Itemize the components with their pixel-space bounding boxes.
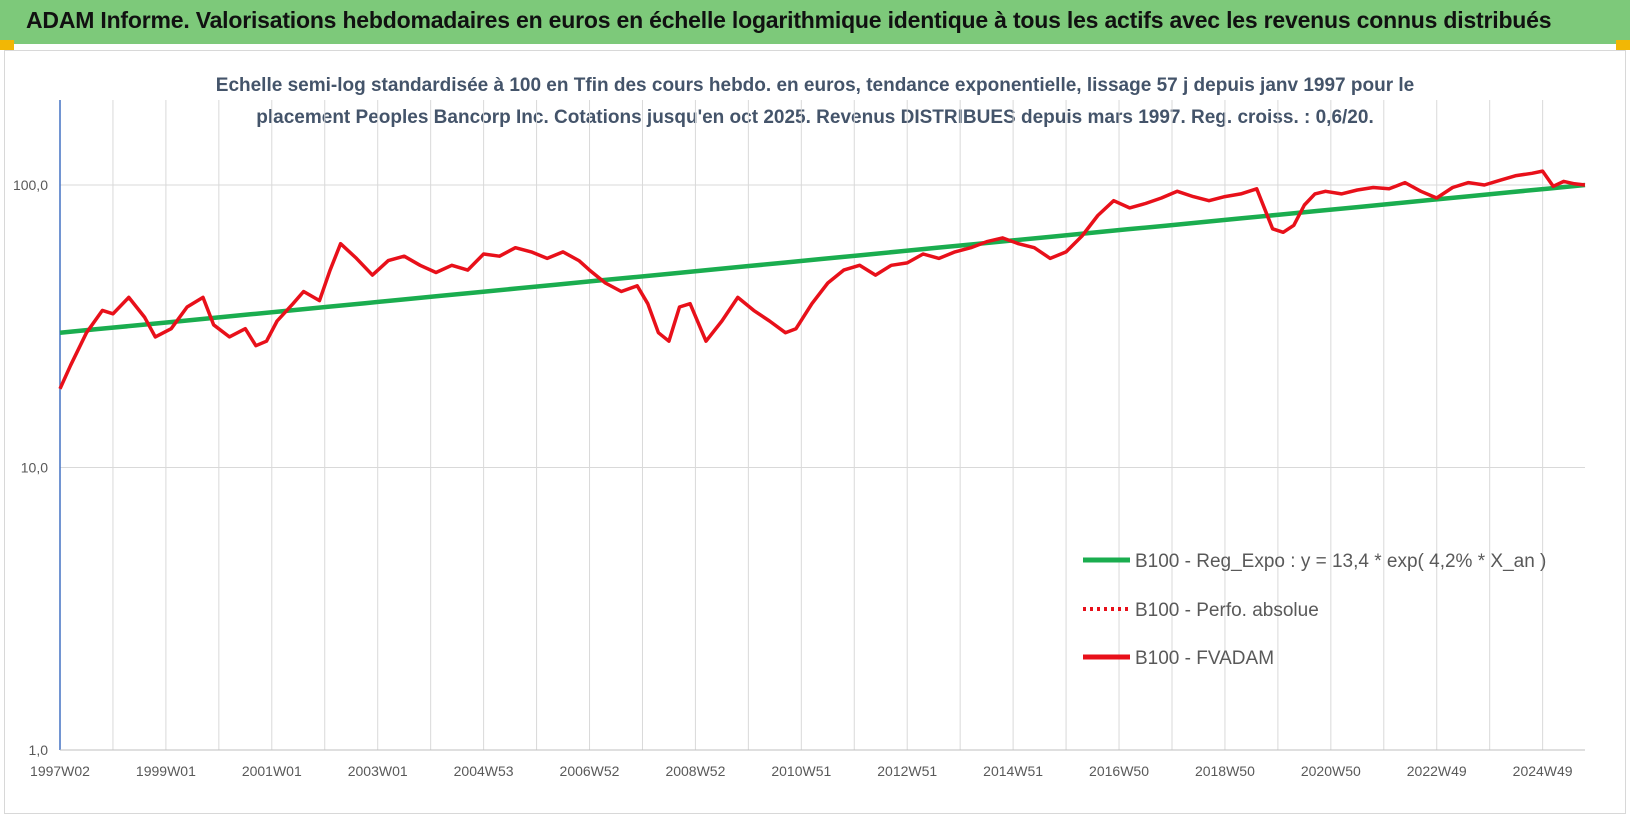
y-tick-label: 1,0 <box>29 742 49 758</box>
x-tick-label: 2004W53 <box>454 763 514 779</box>
grid-lines <box>59 100 1585 751</box>
y-tick-label: 100,0 <box>13 177 48 193</box>
series-line-trend <box>59 182 1586 335</box>
chart-subtitle-line2: placement Peoples Bancorp Inc. Cotations… <box>256 107 1374 128</box>
chart-subtitle: Echelle semi-log standardisée à 100 en T… <box>0 70 1630 134</box>
x-tick-label: 2022W49 <box>1407 763 1467 779</box>
x-tick-label: 2010W51 <box>771 763 831 779</box>
report-header: ADAM Informe. Valorisations hebdomadaire… <box>0 0 1630 47</box>
x-tick-label: 2001W01 <box>242 763 302 779</box>
series-group <box>58 169 1586 390</box>
x-tick-label: 2014W51 <box>983 763 1043 779</box>
x-tick-label: 2012W51 <box>877 763 937 779</box>
x-tick-label: 2018W50 <box>1195 763 1255 779</box>
legend-label-trend: B100 - Reg_Expo : y = 13,4 * exp( 4,2% *… <box>1135 551 1546 572</box>
chart-area <box>4 50 1626 814</box>
x-tick-label: 2006W52 <box>560 763 620 779</box>
x-tick-label: 2024W49 <box>1513 763 1573 779</box>
corner-marker-left <box>0 40 14 50</box>
legend: B100 - Reg_Expo : y = 13,4 * exp( 4,2% *… <box>1083 551 1546 669</box>
x-tick-label: 2020W50 <box>1301 763 1361 779</box>
x-tick-label: 2008W52 <box>665 763 725 779</box>
chart-subtitle-line1: Echelle semi-log standardisée à 100 en T… <box>215 75 1415 96</box>
y-tick-label: 10,0 <box>21 460 48 476</box>
axes <box>59 100 1585 751</box>
y-axis-labels: 1,0 10,0 100,0 <box>13 177 48 758</box>
legend-label-fvadam: B100 - FVADAM <box>1135 648 1274 669</box>
x-tick-label: 2016W50 <box>1089 763 1149 779</box>
corner-marker-right <box>1616 40 1630 50</box>
x-tick-label: 2003W01 <box>348 763 408 779</box>
series-line-fvadam <box>58 169 1586 390</box>
x-tick-label: 1999W01 <box>136 763 196 779</box>
report-title: ADAM Informe. Valorisations hebdomadaire… <box>26 7 1552 33</box>
x-tick-label: 1997W02 <box>30 763 90 779</box>
x-axis-labels: 1997W02 1999W01 2001W01 2003W01 2004W53 2006W… <box>30 763 1573 779</box>
legend-label-perf: B100 - Perfo. absolue <box>1135 600 1319 621</box>
